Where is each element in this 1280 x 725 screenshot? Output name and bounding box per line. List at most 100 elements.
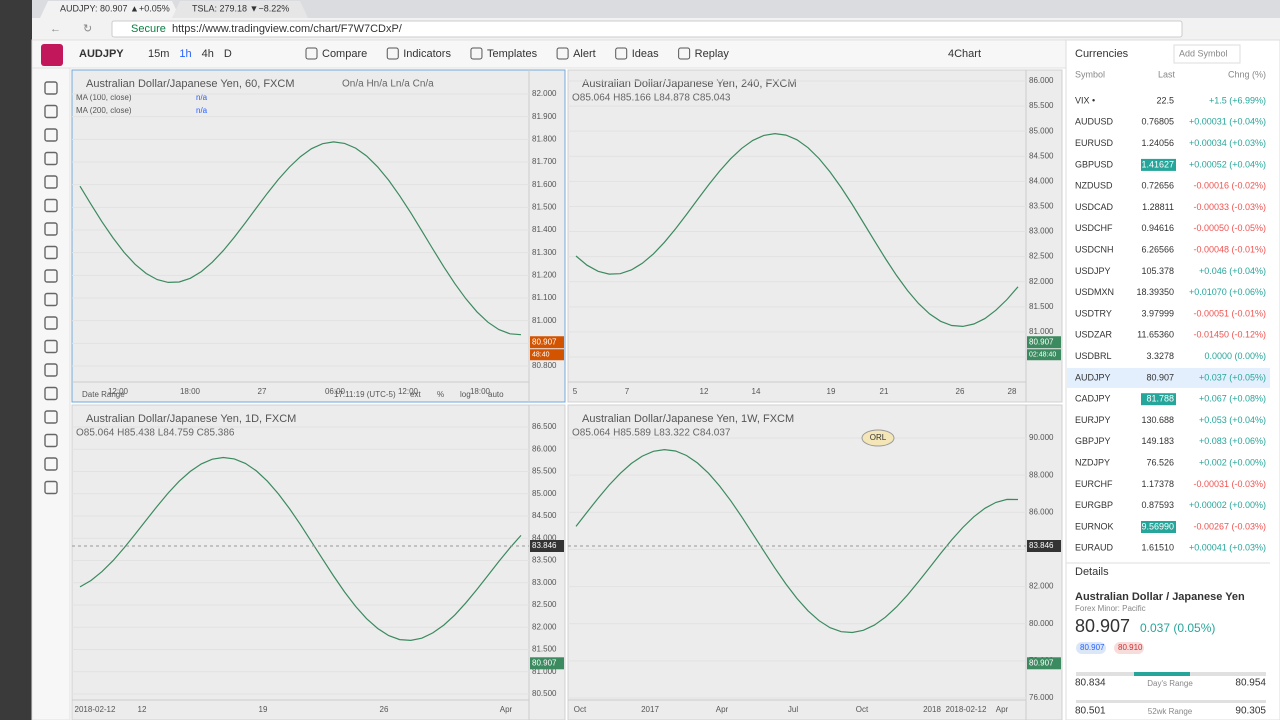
toolbar-button[interactable]: Compare xyxy=(322,48,367,60)
layout-button[interactable]: 4Chart xyxy=(948,48,981,60)
row-symbol[interactable]: USDBRL xyxy=(1075,351,1112,361)
row-symbol[interactable]: EURAUD xyxy=(1075,543,1114,553)
row-symbol[interactable]: USDCNH xyxy=(1075,244,1114,254)
tool-icon[interactable] xyxy=(44,151,58,166)
row-change: +0.00052 (+0.04%) xyxy=(1189,159,1266,169)
nav-back[interactable]: ← xyxy=(50,23,61,35)
toolbar-button[interactable]: Alert xyxy=(573,48,596,60)
tool-icon[interactable] xyxy=(44,480,58,495)
tool-icon[interactable] xyxy=(44,104,58,119)
row-change: +0.01070 (+0.06%) xyxy=(1189,287,1266,297)
tool-icon[interactable] xyxy=(44,433,58,448)
tool-icon[interactable] xyxy=(44,198,58,213)
ask: 80.910 xyxy=(1118,643,1143,652)
row-symbol[interactable]: EURCHF xyxy=(1075,479,1113,489)
interval[interactable]: 4h xyxy=(202,48,214,60)
tab[interactable] xyxy=(40,1,180,18)
row-symbol[interactable]: EURNOK xyxy=(1075,521,1114,531)
url-box[interactable] xyxy=(111,20,1183,38)
button-icon xyxy=(386,47,399,60)
price-label: 82.500 xyxy=(532,600,557,609)
row-last: 1.24056 xyxy=(1141,138,1174,148)
row-symbol[interactable]: CADJPY xyxy=(1075,394,1111,404)
row-symbol[interactable]: EURUSD xyxy=(1075,138,1114,148)
tool-icon[interactable] xyxy=(44,245,58,260)
interval[interactable]: D xyxy=(224,48,232,60)
tool-icon[interactable] xyxy=(44,292,58,307)
cross-price: 83.846 xyxy=(532,541,557,550)
button-icon xyxy=(615,47,628,60)
day-range-fill xyxy=(1134,672,1190,676)
time-label: 18:00 xyxy=(180,387,201,396)
row-symbol[interactable]: NZDUSD xyxy=(1075,181,1113,191)
price-label: 81.600 xyxy=(532,180,557,189)
tool-icon[interactable] xyxy=(44,457,58,471)
tool-icon[interactable] xyxy=(44,269,58,283)
tool-icon[interactable] xyxy=(44,363,58,377)
button-icon xyxy=(678,47,691,60)
pane-ohlc: On/a Hn/a Ln/a Cn/a xyxy=(342,79,434,90)
row-symbol[interactable]: GBPJPY xyxy=(1075,436,1111,446)
drawing-toolbar xyxy=(31,67,71,721)
row-symbol[interactable]: USDMXN xyxy=(1075,287,1114,297)
tool-icon[interactable] xyxy=(44,128,58,142)
price-label: 81.000 xyxy=(532,667,557,676)
column-header: Last xyxy=(1158,69,1176,79)
row-last: 9.56990 xyxy=(1141,521,1174,531)
tool-icon[interactable] xyxy=(44,81,58,95)
tool-icon[interactable] xyxy=(44,339,58,354)
row-symbol[interactable]: USDCAD xyxy=(1075,202,1114,212)
pane-footer: % xyxy=(437,390,444,399)
price-label: 82.000 xyxy=(532,89,557,98)
row-symbol[interactable]: NZDJPY xyxy=(1075,457,1110,467)
price-label: 80.500 xyxy=(532,689,557,698)
row-change: -0.00033 (-0.03%) xyxy=(1193,202,1266,212)
toolbar-button[interactable]: Templates xyxy=(487,48,538,60)
row-symbol[interactable]: EURGBP xyxy=(1075,500,1113,510)
row-change: +0.037 (+0.05%) xyxy=(1199,372,1266,382)
add-symbol-box[interactable] xyxy=(1173,44,1241,64)
tool-icon[interactable] xyxy=(44,410,58,424)
price-label: 81.000 xyxy=(1029,327,1054,336)
nav-reload[interactable]: ↻ xyxy=(83,23,92,35)
annotation: ORL xyxy=(870,433,887,442)
row-symbol[interactable]: AUDJPY xyxy=(1075,372,1111,382)
row-symbol[interactable]: USDJPY xyxy=(1075,266,1111,276)
row-last: 6.26566 xyxy=(1141,244,1174,254)
price-label: 81.500 xyxy=(532,202,557,211)
last-price-tag xyxy=(1027,657,1061,670)
row-last: 0.76805 xyxy=(1141,117,1174,127)
row-symbol[interactable]: USDCHF xyxy=(1075,223,1113,233)
tool-icon[interactable] xyxy=(44,316,58,330)
symbol[interactable]: AUDJPY xyxy=(79,48,124,60)
last-highlight xyxy=(1141,393,1176,406)
time-label: 18:00 xyxy=(470,387,491,396)
price-label: 86.500 xyxy=(532,422,557,431)
row-change: 0.0000 (0.00%) xyxy=(1204,351,1266,361)
selected-row xyxy=(1067,367,1270,388)
row-symbol[interactable]: AUDUSD xyxy=(1075,117,1114,127)
tool-icon[interactable] xyxy=(44,222,58,236)
row-change: +0.083 (+0.06%) xyxy=(1199,436,1266,446)
row-last: 18.39350 xyxy=(1136,287,1174,297)
row-symbol[interactable]: GBPUSD xyxy=(1075,159,1114,169)
tab[interactable] xyxy=(172,1,308,18)
toolbar-button[interactable]: Ideas xyxy=(632,48,659,60)
tool-icon[interactable] xyxy=(44,175,58,189)
row-symbol[interactable]: USDZAR xyxy=(1075,330,1113,340)
row-symbol[interactable]: EURJPY xyxy=(1075,415,1111,425)
price-label: 82.000 xyxy=(1029,582,1054,591)
toolbar-button[interactable]: Replay xyxy=(695,48,730,60)
row-symbol[interactable]: VIX • xyxy=(1075,95,1095,105)
tool-icon[interactable] xyxy=(44,386,58,401)
toolbar-button[interactable]: Indicators xyxy=(403,48,451,60)
price-label: 86.000 xyxy=(1029,76,1054,85)
time-label: 12:00 xyxy=(108,387,129,396)
watchlist-title[interactable]: Currencies xyxy=(1075,48,1129,60)
interval[interactable]: 1h xyxy=(179,48,191,60)
row-symbol[interactable]: USDTRY xyxy=(1075,308,1112,318)
details-sub: Forex Minor: Pacific xyxy=(1075,604,1146,613)
interval[interactable]: 15m xyxy=(148,48,169,60)
price-label: 80.800 xyxy=(532,361,557,370)
logo[interactable] xyxy=(41,44,63,66)
